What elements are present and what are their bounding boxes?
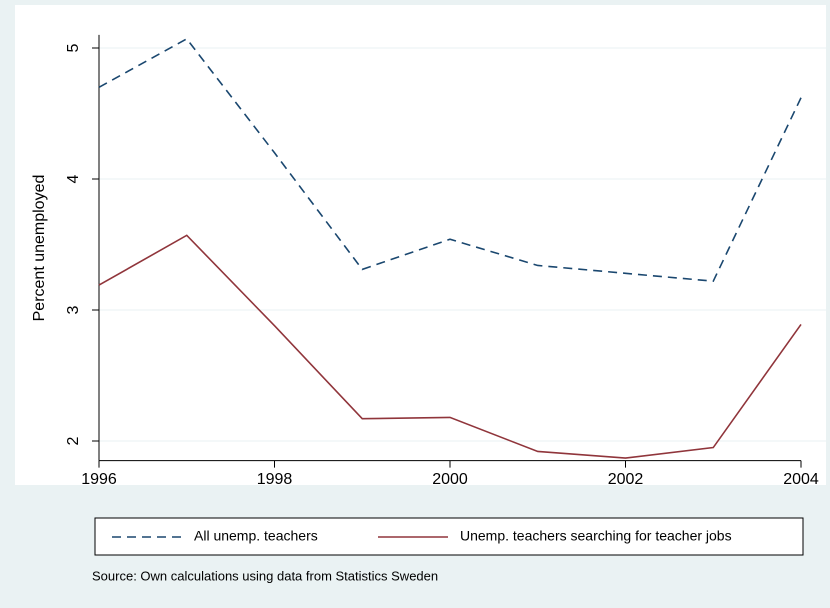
series-line xyxy=(98,234,802,459)
x-tick-label: 2000 xyxy=(432,471,468,488)
legend-label: All unemp. teachers xyxy=(194,528,318,544)
y-tick-label: 4 xyxy=(65,174,82,183)
legend-box xyxy=(94,517,804,556)
x-tick-label: 2004 xyxy=(783,471,819,488)
x-tick-label: 2002 xyxy=(608,471,644,488)
x-tick-label: 1996 xyxy=(81,471,117,488)
series-line xyxy=(98,37,802,283)
y-tick-label: 5 xyxy=(65,43,82,52)
legend-label: Unemp. teachers searching for teacher jo… xyxy=(460,528,732,544)
x-tick-label: 1998 xyxy=(257,471,293,488)
y-tick-label: 2 xyxy=(65,436,82,445)
y-axis-title: Percent unemployed xyxy=(31,175,48,322)
plot-region xyxy=(15,5,826,485)
y-tick-label: 3 xyxy=(65,305,82,314)
note: Source: Own calculations using data from… xyxy=(92,568,438,583)
